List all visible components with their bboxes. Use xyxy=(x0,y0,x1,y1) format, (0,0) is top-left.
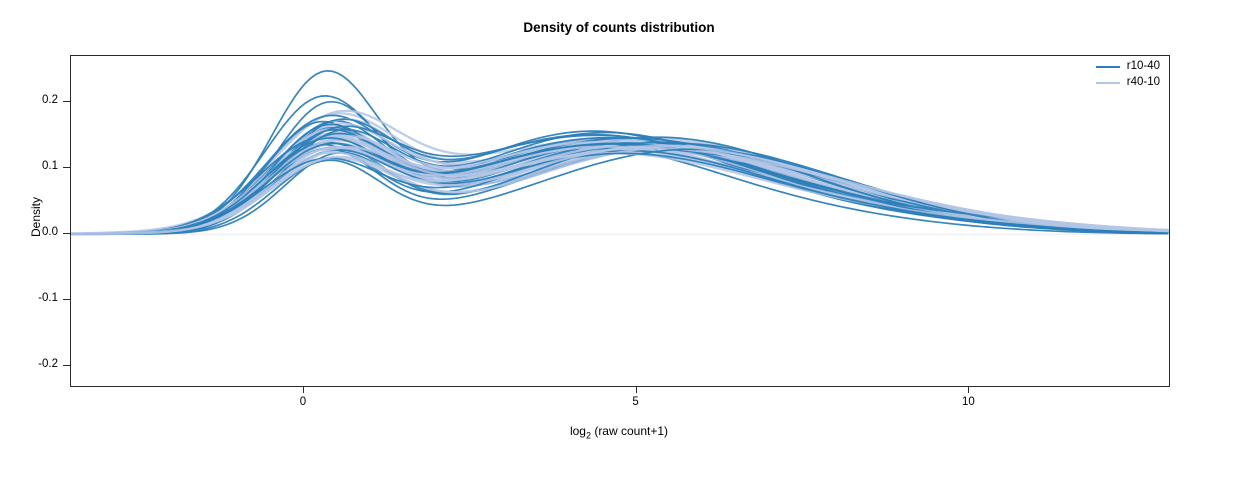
x-axis-label-sub: 2 xyxy=(585,430,591,441)
density-curve-r40-10 xyxy=(71,144,1169,236)
x-axis-label: log2 (raw count+1) xyxy=(70,424,1168,440)
plot-area xyxy=(70,55,1170,387)
y-tick-mark xyxy=(63,167,70,169)
y-tick-mark xyxy=(63,233,70,235)
legend: r10-40 r40-10 xyxy=(1095,60,1160,89)
chart-title: Density of counts distribution xyxy=(523,20,715,35)
x-tick-label: 5 xyxy=(632,396,639,408)
y-tick-label: -0.1 xyxy=(38,292,58,305)
x-tick-mark xyxy=(302,386,304,393)
y-tick-mark xyxy=(63,299,70,301)
y-tick-label: 0.0 xyxy=(42,226,58,239)
legend-swatch-r40-10-line-icon xyxy=(1095,81,1120,84)
legend-label-r10-40: r10-40 xyxy=(1126,60,1160,72)
x-axis-label-suffix: (raw count+1) xyxy=(590,424,669,438)
y-tick-mark xyxy=(63,365,70,367)
density-curve-r10-40 xyxy=(71,148,1169,236)
y-tick-label: 0.1 xyxy=(42,160,58,173)
x-tick-label: 10 xyxy=(961,396,975,408)
x-tick-mark xyxy=(968,386,970,393)
density-curve-r10-40 xyxy=(71,152,1169,235)
legend-swatch-r10-40-line-icon xyxy=(1095,65,1120,68)
legend-label-r40-10: r40-10 xyxy=(1126,76,1160,88)
x-tick-label: 0 xyxy=(299,396,307,408)
y-tick-label: 0.2 xyxy=(42,94,58,107)
density-plot-svg xyxy=(71,69,1169,236)
y-tick-label: -0.2 xyxy=(38,358,58,371)
x-tick-mark xyxy=(635,386,637,393)
legend-item-r40-10: r40-10 xyxy=(1095,76,1160,89)
x-axis-label-prefix: log xyxy=(569,424,586,438)
legend-item-r10-40: r10-40 xyxy=(1095,60,1160,73)
y-tick-mark xyxy=(63,101,70,103)
